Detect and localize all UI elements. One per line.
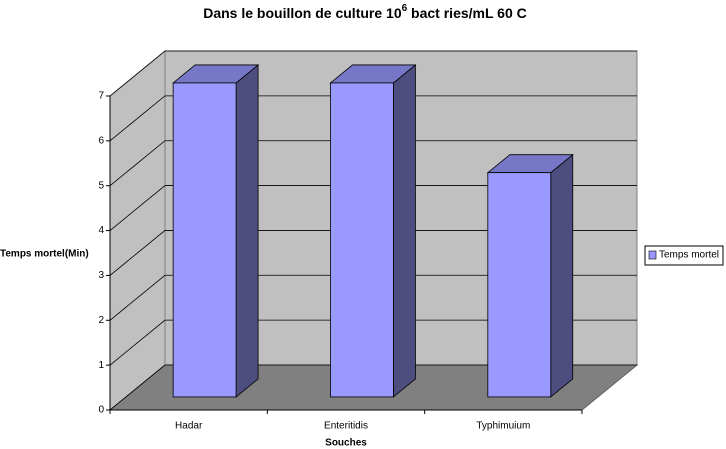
side-wall (109, 49, 166, 412)
y-tick-label: 1 (98, 360, 104, 371)
grid-line (109, 50, 637, 97)
y-tick-label: 5 (98, 180, 104, 191)
chart-title: Dans le bouillon de culture 106 bact rie… (203, 3, 527, 21)
y-axis-title: Temps mortel(Min) (0, 249, 89, 260)
title-superscript: 6 (402, 3, 408, 14)
y-tick-label: 7 (98, 91, 104, 102)
bar (487, 172, 552, 398)
grid-line (109, 140, 637, 187)
grid-line (109, 185, 637, 231)
legend-label: Temps mortel (659, 250, 719, 261)
y-tick-label: 3 (98, 270, 104, 281)
bar (172, 82, 237, 398)
grid-line (109, 364, 637, 411)
grid-line (109, 95, 637, 142)
grid-line (109, 319, 637, 366)
x-tick-label: Enteritidis (324, 421, 368, 432)
x-tick-label: Typhimuium (476, 421, 530, 432)
y-tick-label: 6 (98, 135, 104, 146)
bar-side (393, 64, 416, 398)
x-axis-title: Souches (325, 438, 367, 449)
grid-line (109, 230, 637, 276)
bar-side (235, 64, 259, 398)
y-tick-label: 2 (98, 315, 104, 326)
y-tick-label: 0 (98, 405, 104, 416)
bar (330, 82, 394, 398)
title-text: bact ries/mL 60 C (407, 5, 527, 21)
bar-side (550, 153, 574, 398)
x-tick-label: Hadar (175, 421, 203, 432)
legend-box (644, 245, 724, 266)
y-tick-label: 4 (98, 225, 104, 236)
title-text: Dans le bouillon de culture 10 (203, 5, 402, 21)
grid-line (109, 274, 637, 321)
legend-swatch (648, 250, 657, 260)
